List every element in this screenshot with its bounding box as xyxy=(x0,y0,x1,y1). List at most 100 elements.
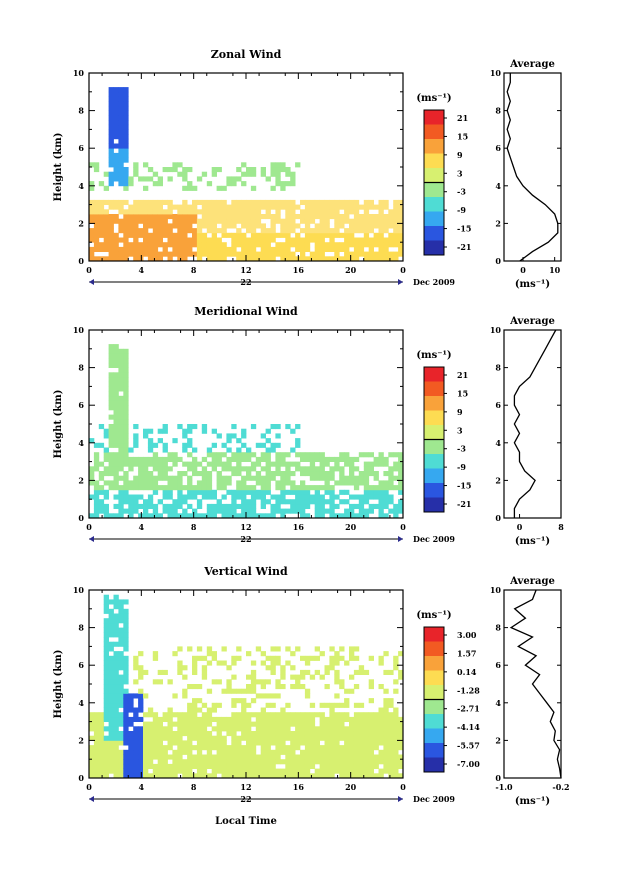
x-tick-label: 8 xyxy=(191,782,197,792)
colorbar-segment xyxy=(424,743,444,758)
y-axis-label: Height (km) xyxy=(53,390,64,459)
colorbar-tick-label: -15 xyxy=(457,481,471,491)
x-tick-label: 4 xyxy=(139,782,145,792)
colorbar-tick-label: 9 xyxy=(457,150,463,160)
x-tick-label: 4 xyxy=(139,522,145,532)
colorbar-segment xyxy=(424,240,444,256)
panel-title: Meridional Wind xyxy=(194,305,298,318)
colorbar-tick-label: -4.14 xyxy=(457,722,480,732)
profile-y-tick-label: 10 xyxy=(490,68,502,78)
colorbar-unit: (ms⁻¹) xyxy=(416,610,451,621)
y-tick-label: 2 xyxy=(78,475,84,485)
day-bar-right-arrow xyxy=(398,279,403,285)
x-tick-label: 0 xyxy=(400,265,406,275)
profile-x-tick-label: -0.2 xyxy=(552,782,569,792)
colorbar-segment xyxy=(424,656,444,671)
colorbar-segment xyxy=(424,124,444,140)
x-tick-label: 20 xyxy=(345,782,357,792)
y-tick-label: 0 xyxy=(78,256,84,266)
colorbar-tick-label: -9 xyxy=(457,462,466,472)
profile-x-label: (ms⁻¹) xyxy=(515,536,550,547)
profile-y-tick-label: 2 xyxy=(495,735,501,745)
profile-frame xyxy=(503,72,562,262)
profile-y-tick-label: 8 xyxy=(495,363,501,373)
x-tick-label: 4 xyxy=(139,265,145,275)
colorbar-tick-label: -3 xyxy=(457,187,466,197)
x-tick-label: 16 xyxy=(293,522,305,532)
y-axis-label: Height (km) xyxy=(53,650,64,719)
colorbar-segment xyxy=(424,197,444,212)
colorbar-segment xyxy=(424,641,444,657)
day-bar-left-arrow xyxy=(89,536,94,542)
x-tick-label: 12 xyxy=(240,265,251,275)
colorbar-tick-label: 9 xyxy=(457,407,463,417)
profile-frame xyxy=(503,329,562,519)
y-tick-label: 8 xyxy=(78,623,84,633)
colorbar-segment xyxy=(424,425,444,440)
colorbar-segment xyxy=(424,153,444,169)
x-tick-label: 20 xyxy=(345,522,357,532)
colorbar-tick-label: -7.00 xyxy=(457,759,480,769)
colorbar-tick-label: 15 xyxy=(457,131,468,141)
day-label: 22 xyxy=(240,794,251,804)
colorbar-segment xyxy=(424,685,444,700)
profile-y-tick-label: 6 xyxy=(495,660,501,670)
profile-line xyxy=(513,329,557,518)
colorbar-tick-label: 21 xyxy=(457,113,468,123)
profile-y-tick-label: 8 xyxy=(495,106,501,116)
colorbar-segment xyxy=(424,497,444,513)
date-label: Dec 2009 xyxy=(413,794,455,804)
colorbar-tick-label: -2.71 xyxy=(457,704,480,714)
profile-title: Average xyxy=(509,576,555,587)
day-label: 22 xyxy=(240,534,251,544)
profile-x-tick-label: 8 xyxy=(558,522,564,532)
colorbar-segment xyxy=(424,439,444,455)
colorbar-segment xyxy=(424,468,444,484)
x-tick-label: 0 xyxy=(86,522,92,532)
profile-x-tick-label: -1.0 xyxy=(495,782,513,792)
y-tick-label: 6 xyxy=(78,143,84,153)
x-tick-label: 16 xyxy=(293,782,305,792)
x-tick-label: 20 xyxy=(345,265,357,275)
colorbar-segment xyxy=(424,627,444,642)
colorbar-tick-label: 3.00 xyxy=(457,630,477,640)
x-tick-label: 16 xyxy=(293,265,305,275)
y-tick-label: 0 xyxy=(78,513,84,523)
profile-y-tick-label: 8 xyxy=(495,623,501,633)
colorbar-tick-label: 15 xyxy=(457,388,468,398)
profile-x-tick-label: 0 xyxy=(517,522,523,532)
colorbar-tick-label: -9 xyxy=(457,205,466,215)
colorbar-segment xyxy=(424,211,444,227)
colorbar-tick-label: -21 xyxy=(457,499,471,509)
profile-y-tick-label: 10 xyxy=(490,585,502,595)
x-tick-label: 0 xyxy=(400,782,406,792)
colorbar-tick-label: 21 xyxy=(457,370,468,380)
y-tick-label: 4 xyxy=(78,698,84,708)
profile-y-tick-label: 6 xyxy=(495,400,501,410)
colorbar-segment xyxy=(424,670,444,686)
colorbar-tick-label: -3 xyxy=(457,444,466,454)
colorbar-segment xyxy=(424,139,444,154)
y-tick-label: 8 xyxy=(78,363,84,373)
x-tick-label: 12 xyxy=(240,522,251,532)
colorbar-tick-label: -15 xyxy=(457,224,471,234)
profile-x-label: (ms⁻¹) xyxy=(515,279,550,290)
colorbar-segment xyxy=(424,483,444,498)
day-bar-left-arrow xyxy=(89,796,94,802)
y-tick-label: 8 xyxy=(78,106,84,116)
profile-x-tick-label: 0 xyxy=(520,265,526,275)
colorbar-unit: (ms⁻¹) xyxy=(416,93,451,104)
heatmap-cells xyxy=(89,87,404,262)
y-tick-label: 4 xyxy=(78,181,84,191)
y-tick-label: 10 xyxy=(73,325,85,335)
colorbar-tick-label: 0.14 xyxy=(457,667,477,677)
colorbar-tick-label: 3 xyxy=(457,425,463,435)
colorbar-segment xyxy=(424,410,444,426)
day-bar-right-arrow xyxy=(398,796,403,802)
colorbar-segment xyxy=(424,714,444,729)
x-tick-label: 12 xyxy=(240,782,251,792)
colorbar-segment xyxy=(424,182,444,198)
